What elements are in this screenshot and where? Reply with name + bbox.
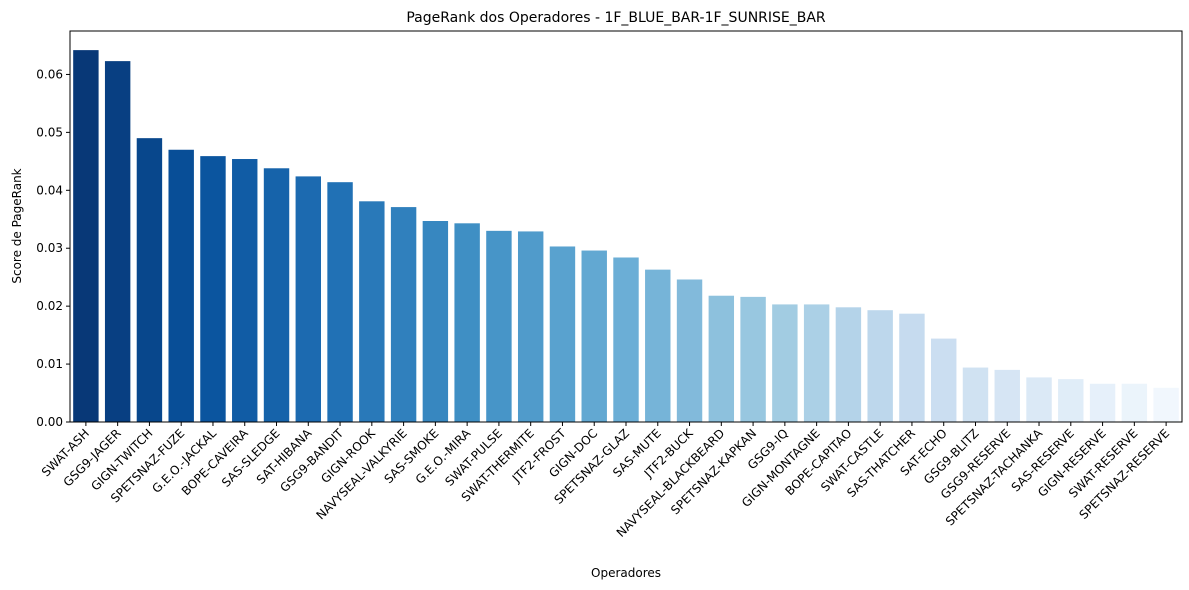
bar-g-e-o-jackal [200, 156, 226, 422]
bar-spetsnaz-tachanka [1026, 377, 1052, 422]
plot-frame [69, 30, 1183, 423]
bar-sas-reserve [1058, 379, 1084, 422]
bar-gsg9-reserve [994, 369, 1020, 422]
bar-sas-mute [645, 269, 671, 422]
y-axis-label: Score de PageRank [10, 168, 24, 283]
bar-gsg9-jager [104, 61, 131, 423]
bar-swat-reserve [1121, 383, 1148, 422]
bar-bope-caveira [232, 159, 258, 422]
bar-gsg9-iq [772, 304, 798, 422]
y-tick-label: 0.05 [36, 125, 63, 139]
bar-g-e-o-mira [454, 223, 480, 422]
bar-spetsnaz-fuze [168, 149, 194, 422]
chart-title: PageRank dos Operadores - 1F_BLUE_BAR-1F… [406, 10, 826, 26]
bar-jtf2-frost [549, 246, 576, 422]
bar-spetsnaz-glaz [613, 257, 639, 422]
bar-gign-rook [359, 201, 385, 422]
bar-jtf2-buck [676, 279, 703, 422]
bar-gign-montagne [803, 304, 830, 422]
y-axis-ticks: 0.00 0.01 0.02 0.03 0.04 0.05 0.06 [36, 67, 70, 429]
bar-swat-castle [867, 310, 893, 422]
bar-sas-sledge [263, 168, 290, 422]
bar-gign-twitch [136, 138, 163, 422]
bar-swat-thermite [517, 231, 544, 422]
x-axis-ticks: SWAT-ASHGSG9-JAGERGIGN-TWITCHSPETSNAZ-FU… [39, 422, 1172, 540]
bar-gsg9-bandit [327, 182, 353, 422]
bar-gign-reserve [1089, 383, 1116, 422]
y-tick-label: 0.03 [36, 241, 63, 255]
bar-spetsnaz-reserve [1153, 387, 1179, 422]
y-tick-label: 0.01 [36, 357, 63, 371]
y-tick-label: 0.06 [36, 67, 63, 81]
bar-gign-doc [581, 250, 607, 422]
bar-sat-hibana [295, 176, 321, 422]
bar-bope-capitao [835, 307, 862, 422]
x-axis-label: Operadores [591, 566, 661, 580]
bar-sat-echo [931, 338, 957, 422]
bar-gsg9-blitz [962, 367, 989, 422]
bar-spetsnaz-kapkan [740, 296, 766, 422]
bar-navyseal-valkyrie [390, 207, 417, 422]
y-tick-label: 0.00 [36, 415, 63, 429]
bars-group [73, 50, 1179, 423]
y-tick-label: 0.02 [36, 299, 63, 313]
bar-navyseal-blackbeard [708, 295, 735, 422]
bar-swat-pulse [486, 230, 512, 422]
y-tick-label: 0.04 [36, 183, 63, 197]
bar-swat-ash [73, 50, 99, 423]
bar-sas-smoke [422, 221, 449, 422]
bar-sas-thatcher [899, 313, 925, 422]
